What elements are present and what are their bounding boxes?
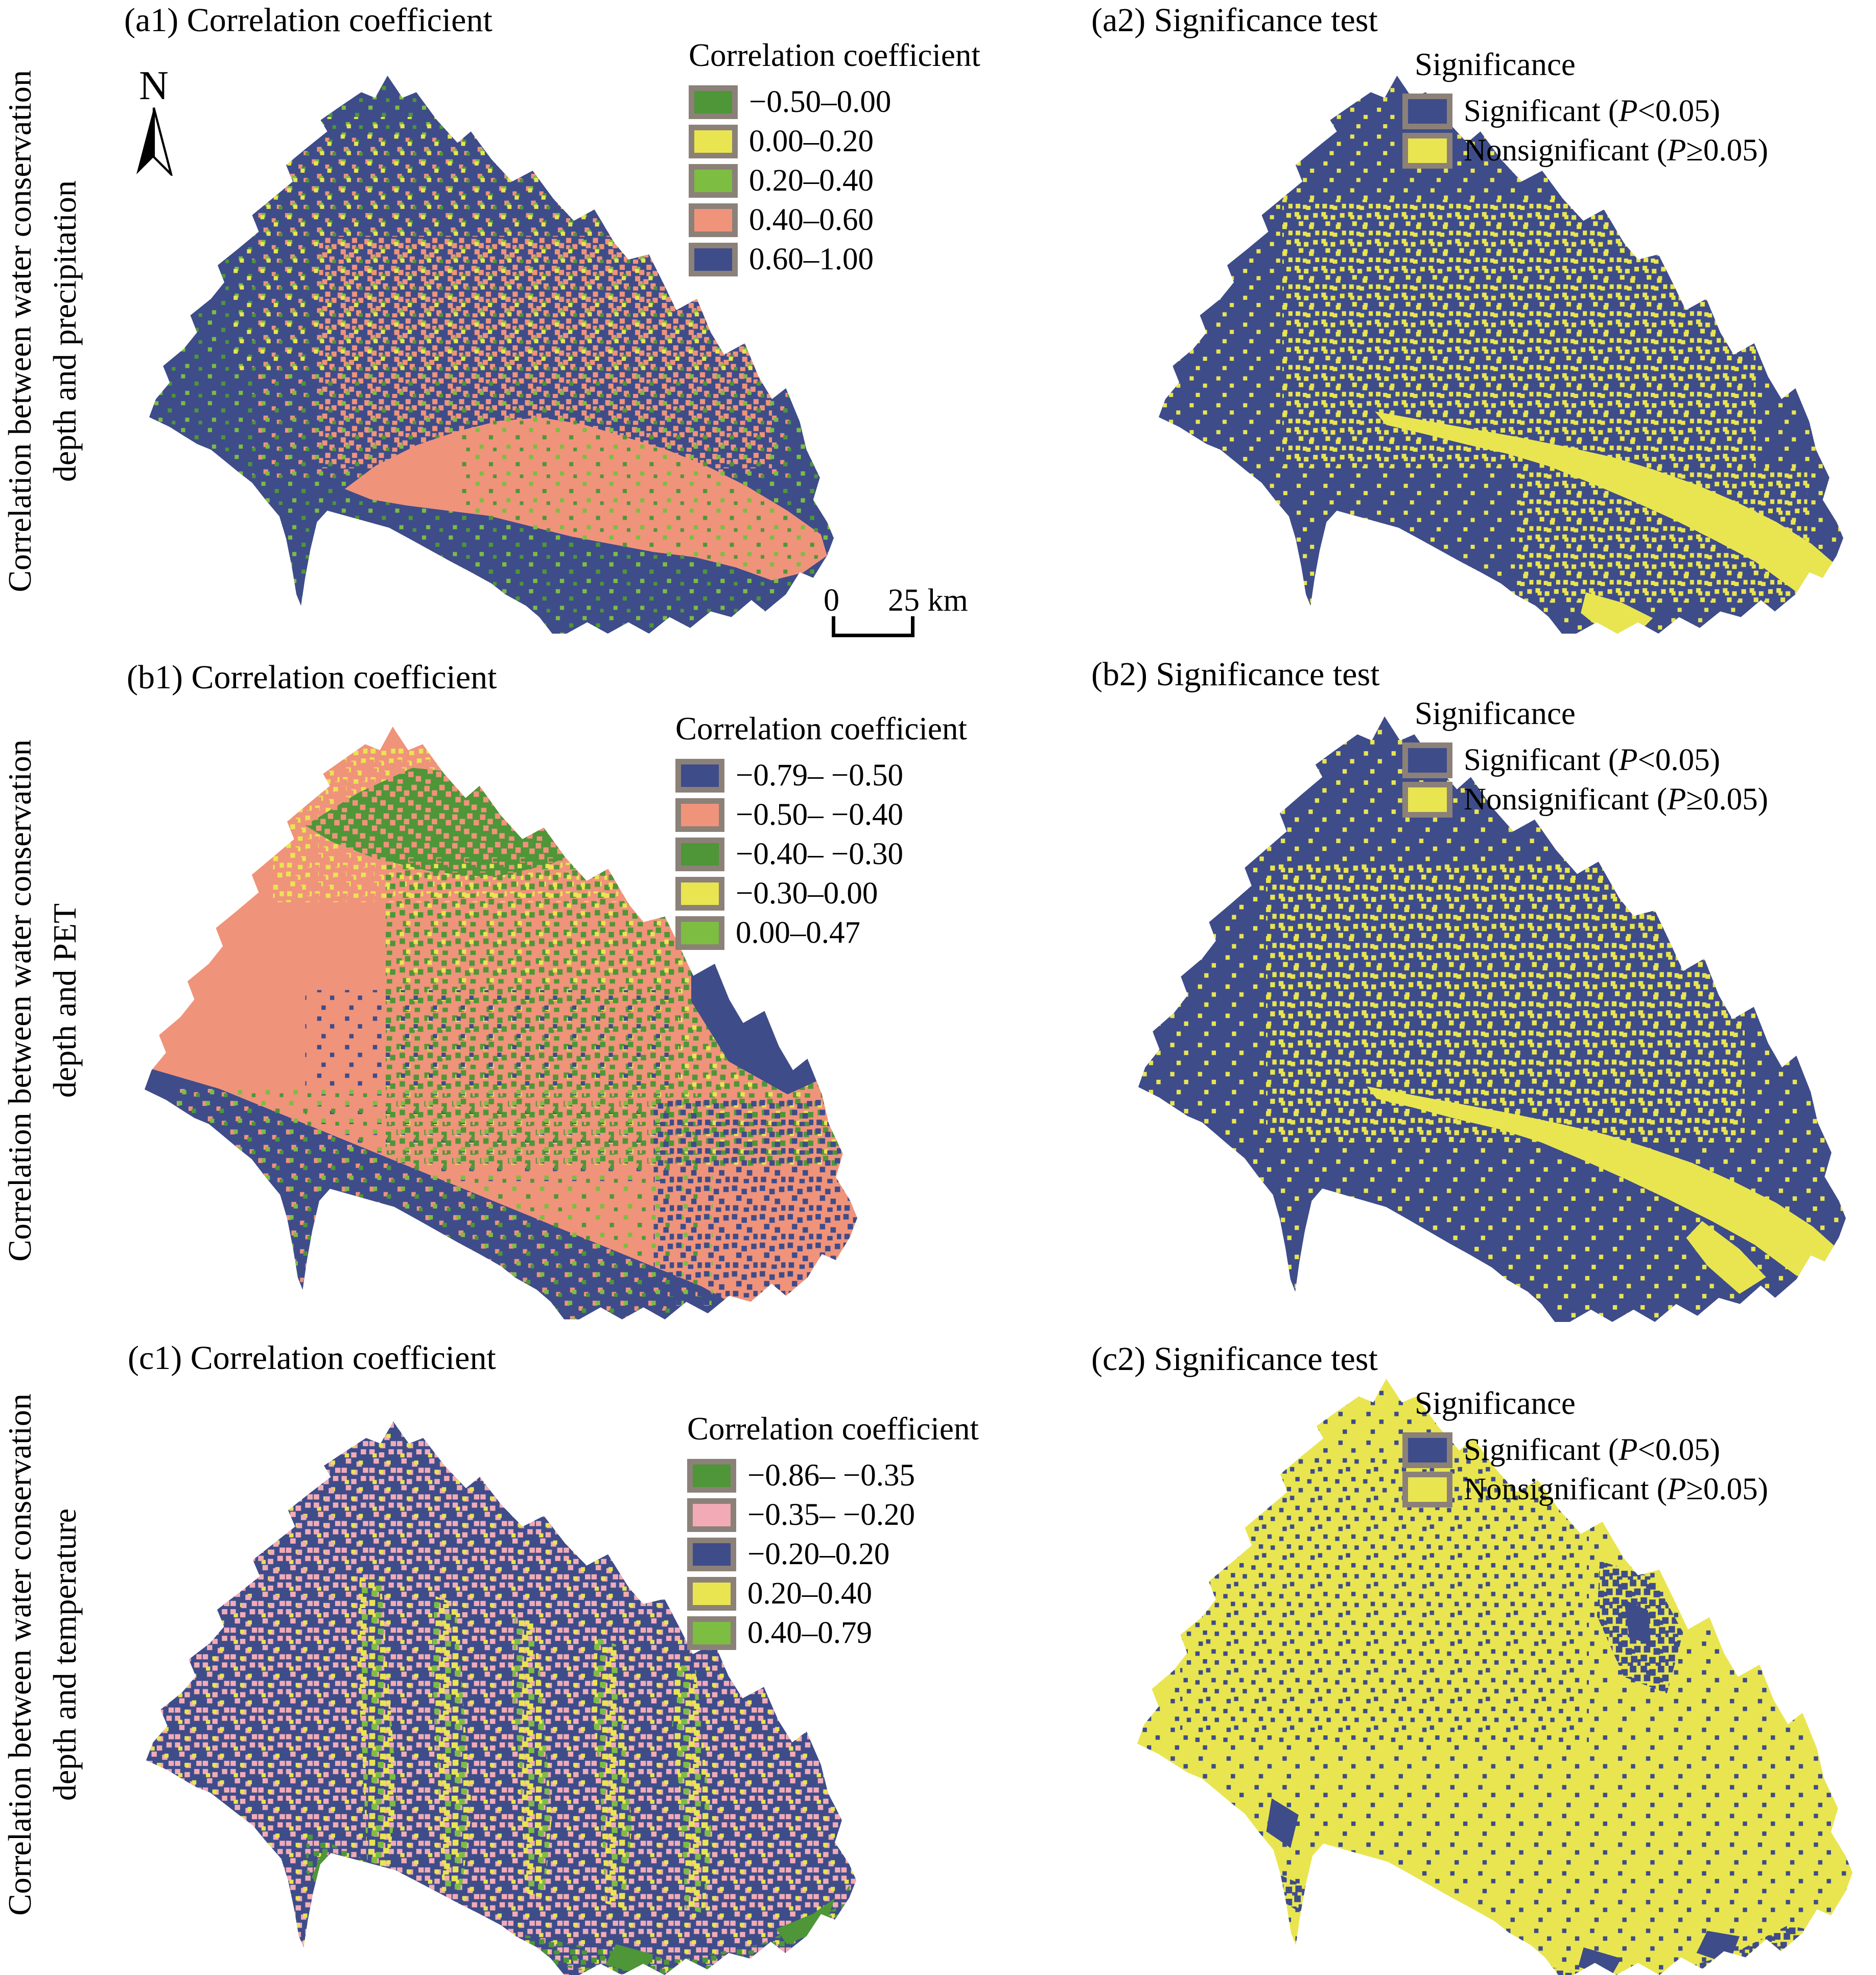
legend-swatch	[687, 1498, 736, 1532]
legend-title: Significance	[1415, 1385, 1576, 1421]
legend-label: −0.35– −0.20	[747, 1498, 916, 1532]
legend-swatch	[1402, 742, 1452, 778]
legend-swatch	[675, 838, 724, 871]
legend-item: 0.40–0.60	[689, 203, 980, 237]
legend-swatch	[675, 798, 724, 832]
panel-title-c1: (c1) Correlation coefficient	[128, 1339, 496, 1377]
legend-item: −0.20–0.20	[687, 1537, 979, 1571]
legend-item: Nonsignificant (P≥0.05)	[1402, 1472, 1768, 1507]
north-label: N	[139, 63, 169, 108]
legend-item: 0.60–1.00	[689, 242, 980, 276]
legend-swatch	[687, 1616, 736, 1650]
legend-title: Significance	[1415, 695, 1576, 731]
legend-label: 0.00–0.20	[749, 124, 874, 158]
legend-item: Significant (P<0.05)	[1402, 1432, 1768, 1468]
legend-label: 0.20–0.40	[747, 1576, 872, 1611]
legend-swatch	[687, 1577, 736, 1611]
legend-item: 0.00–0.20	[689, 124, 980, 158]
legend-item: 0.00–0.47	[675, 916, 967, 950]
legend-item: 0.40–0.79	[687, 1616, 979, 1650]
row-label-precipitation: Correlation between water conservation d…	[2, 70, 83, 592]
legend-swatch	[689, 125, 738, 158]
legend-label: −0.40– −0.30	[736, 837, 904, 871]
legend-swatch	[675, 916, 724, 950]
row-label-temperature: Correlation between water conservation d…	[2, 1393, 83, 1916]
legend-label: −0.50– −0.40	[736, 798, 904, 832]
panel-title-b1: (b1) Correlation coefficient	[127, 659, 497, 696]
legend-item: −0.50–0.00	[689, 85, 980, 119]
legend-label: Nonsignificant (P≥0.05)	[1464, 133, 1768, 168]
panel-title-b2: (b2) Significance test	[1091, 656, 1380, 693]
legend-item: −0.86– −0.35	[687, 1458, 979, 1493]
north-arrow-icon	[136, 107, 174, 178]
legend-swatch	[675, 877, 724, 911]
legend-item: 0.20–0.40	[689, 164, 980, 198]
legend-item: −0.30–0.00	[675, 876, 967, 911]
legend-title: Correlation coefficient	[675, 711, 967, 747]
legend-label: 0.60–1.00	[749, 242, 874, 276]
legend-c1: Correlation coefficient −0.86– −0.35 −0.…	[687, 1410, 979, 1656]
legend-label: Significant (P<0.05)	[1464, 94, 1720, 128]
map-b1-correlation-pet	[145, 727, 857, 1319]
legend-title: Correlation coefficient	[689, 37, 980, 73]
legend-swatch	[689, 203, 738, 237]
legend-item: −0.40– −0.30	[675, 837, 967, 871]
scalebar-distance: 25 km	[888, 583, 968, 618]
legend-swatch	[1402, 1432, 1452, 1468]
legend-item: Significant (P<0.05)	[1402, 742, 1768, 778]
legend-label: Nonsignificant (P≥0.05)	[1464, 1472, 1768, 1506]
legend-label: Nonsignificant (P≥0.05)	[1464, 782, 1768, 817]
legend-item: −0.50– −0.40	[675, 798, 967, 832]
panel-title-a1: (a1) Correlation coefficient	[124, 2, 493, 39]
scalebar	[832, 616, 914, 637]
panel-title-a2: (a2) Significance test	[1091, 2, 1378, 39]
row-label-pet: Correlation between water conservation d…	[2, 739, 83, 1262]
legend-swatch	[689, 164, 738, 198]
legend-swatch	[1402, 94, 1452, 129]
legend-swatch	[675, 759, 724, 793]
legend-swatch	[689, 243, 738, 276]
legend-label: Significant (P<0.05)	[1464, 743, 1720, 777]
map-c1-correlation-temperature	[146, 1422, 856, 1975]
map-a1-correlation-precipitation	[149, 76, 834, 634]
legend-swatch	[1402, 133, 1452, 169]
legend-item: Nonsignificant (P≥0.05)	[1402, 133, 1768, 169]
legend-title: Significance	[1415, 47, 1576, 82]
legend-label: 0.00–0.47	[736, 916, 860, 950]
legend-label: 0.40–0.60	[749, 203, 874, 237]
legend-c2: Significance Significant (P<0.05) Nonsig…	[1402, 1385, 1768, 1512]
legend-swatch	[689, 85, 738, 119]
panel-title-c2: (c2) Significance test	[1091, 1340, 1378, 1378]
legend-item: Nonsignificant (P≥0.05)	[1402, 782, 1768, 818]
map-b2-significance-pet	[1138, 716, 1846, 1322]
legend-label: −0.20–0.20	[747, 1537, 890, 1571]
legend-swatch	[687, 1538, 736, 1571]
map-c2-significance-temperature	[1137, 1379, 1852, 1975]
legend-label: −0.79– −0.50	[736, 758, 904, 793]
legend-item: −0.79– −0.50	[675, 758, 967, 793]
legend-label: 0.20–0.40	[749, 164, 874, 198]
legend-b1: Correlation coefficient −0.79– −0.50 −0.…	[675, 710, 967, 956]
scalebar-zero: 0	[824, 583, 839, 618]
legend-item: 0.20–0.40	[687, 1576, 979, 1611]
legend-swatch	[687, 1459, 736, 1493]
legend-label: 0.40–0.79	[747, 1616, 872, 1650]
legend-label: Significant (P<0.05)	[1464, 1433, 1720, 1467]
legend-swatch	[1402, 782, 1452, 818]
legend-b2: Significance Significant (P<0.05) Nonsig…	[1402, 695, 1768, 822]
legend-title: Correlation coefficient	[687, 1411, 979, 1447]
legend-swatch	[1402, 1472, 1452, 1507]
legend-item: Significant (P<0.05)	[1402, 94, 1768, 129]
legend-label: −0.86– −0.35	[747, 1458, 916, 1493]
legend-a2: Significance Significant (P<0.05) Nonsig…	[1402, 46, 1768, 173]
north-arrow: N	[126, 65, 182, 178]
legend-a1: Correlation coefficient −0.50–0.00 0.00–…	[689, 37, 980, 282]
map-a2-significance-precipitation	[1159, 76, 1843, 634]
legend-item: −0.35– −0.20	[687, 1498, 979, 1532]
legend-label: −0.30–0.00	[736, 876, 878, 911]
legend-label: −0.50–0.00	[749, 85, 892, 119]
